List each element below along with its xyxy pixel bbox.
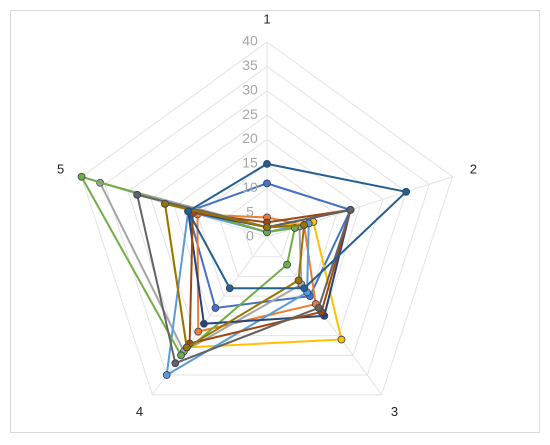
grid-line (80, 41, 454, 396)
data-point (194, 327, 203, 336)
r-tick-label: 0 (246, 228, 254, 244)
grid-line (104, 65, 430, 376)
data-point (77, 172, 86, 181)
data-point (184, 207, 193, 216)
category-label: 5 (57, 161, 64, 176)
label-layer: 0 5 10 15 20 25 30 35 40 1 2 3 4 5 (57, 11, 477, 419)
spoke (151, 236, 268, 396)
grid-line (196, 163, 338, 297)
category-label: 3 (391, 404, 398, 419)
data-point (263, 159, 271, 168)
grid-line (150, 114, 384, 337)
data-point (294, 276, 303, 285)
r-tick-label: 20 (242, 130, 258, 146)
data-point (200, 319, 208, 328)
data-point (162, 371, 171, 379)
data-point (300, 284, 309, 293)
r-tick-label: 5 (246, 203, 254, 219)
series-line (187, 162, 408, 290)
r-tick-label: 35 (242, 57, 258, 73)
r-tick-label: 40 (242, 33, 258, 49)
data-point (346, 205, 355, 214)
data-point (314, 304, 323, 312)
data-point (337, 335, 346, 344)
r-tick-label: 30 (242, 81, 258, 97)
series-line (163, 202, 306, 349)
r-tick-label: 25 (242, 106, 258, 122)
series-line (136, 193, 352, 365)
data-point (402, 187, 410, 196)
data-point (171, 359, 180, 368)
data-point (161, 199, 169, 208)
series-layer (77, 159, 410, 379)
data-point (300, 221, 308, 229)
data-point (283, 260, 291, 269)
category-label: 2 (470, 161, 477, 176)
grid-line (127, 90, 407, 356)
category-label: 4 (136, 404, 143, 419)
r-tick-label: 15 (242, 155, 258, 171)
data-point (177, 351, 185, 360)
data-point (263, 179, 271, 188)
data-point (225, 284, 234, 293)
series-line (80, 175, 296, 357)
data-point (211, 304, 220, 312)
category-label: 1 (263, 11, 270, 26)
r-tick-label: 10 (242, 179, 258, 195)
data-point (182, 343, 191, 352)
data-point (263, 223, 271, 232)
data-point (133, 190, 142, 199)
